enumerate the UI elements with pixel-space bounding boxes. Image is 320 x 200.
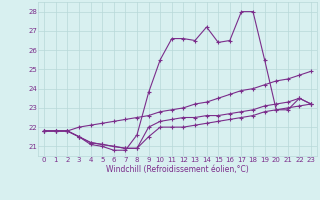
X-axis label: Windchill (Refroidissement éolien,°C): Windchill (Refroidissement éolien,°C) — [106, 165, 249, 174]
